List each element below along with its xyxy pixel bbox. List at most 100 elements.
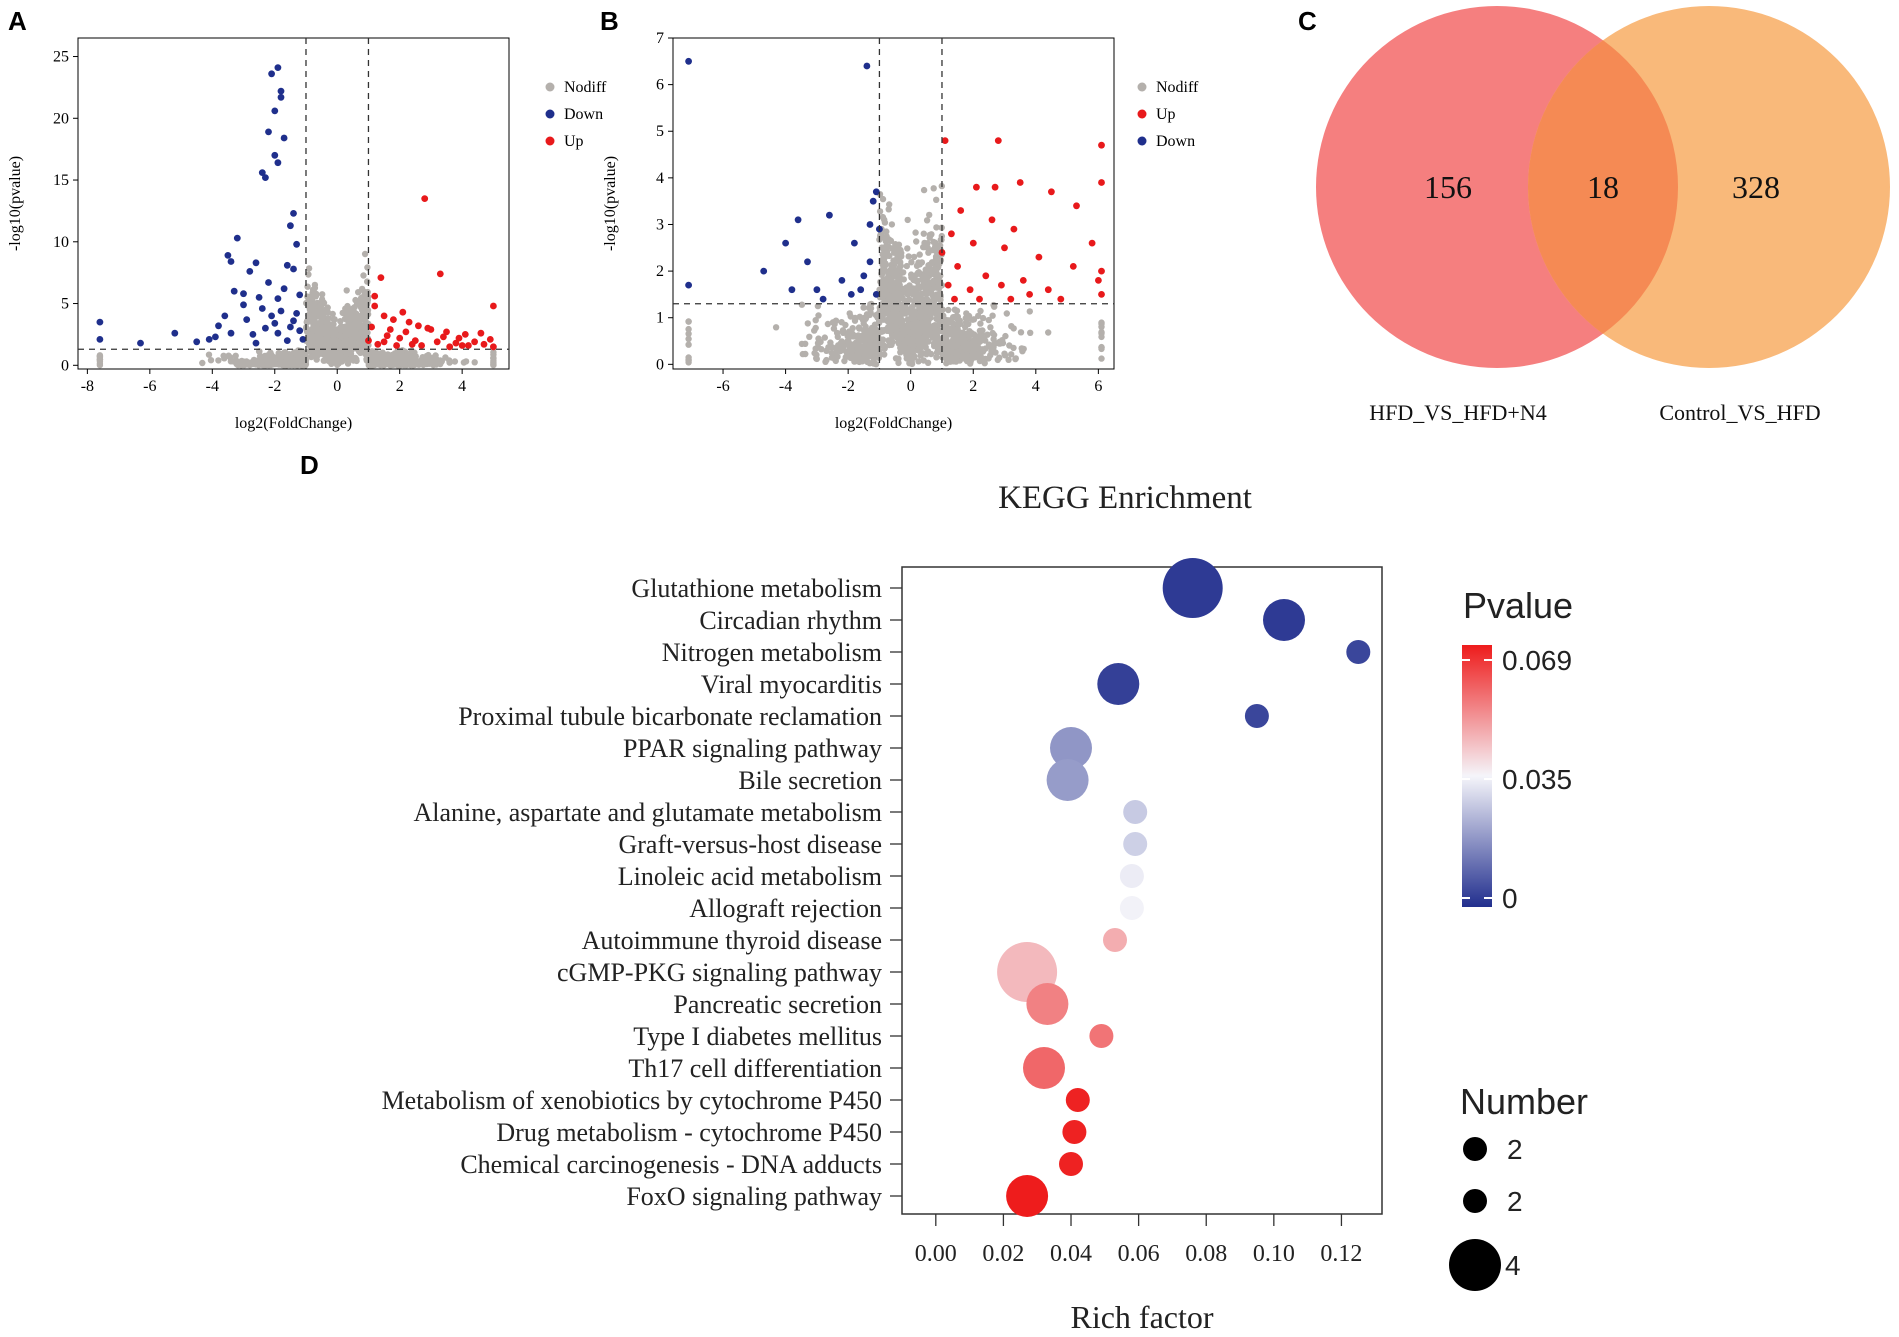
volcano-point-up bbox=[490, 302, 497, 310]
volcano-point-down bbox=[262, 324, 269, 332]
volcano-a-y-tick-label: 15 bbox=[53, 172, 69, 189]
volcano-point-nodiff bbox=[400, 355, 407, 362]
volcano-point-up bbox=[390, 316, 397, 323]
volcano-point-nodiff bbox=[901, 326, 909, 334]
volcano-point-down bbox=[243, 316, 251, 323]
volcano-point-nodiff bbox=[242, 360, 249, 367]
volcano-point-down bbox=[804, 258, 811, 266]
kegg-bubble bbox=[1263, 599, 1305, 641]
volcano-point-nodiff bbox=[814, 302, 822, 310]
volcano-point-nodiff bbox=[855, 324, 863, 331]
volcano-point-down bbox=[296, 327, 304, 335]
kegg-bubble bbox=[1103, 928, 1127, 952]
volcano-point-up bbox=[371, 302, 379, 310]
panel-label-b: B bbox=[600, 6, 619, 36]
volcano-point-nodiff bbox=[969, 316, 976, 323]
volcano-point-nodiff bbox=[320, 357, 327, 364]
volcano-point-nodiff bbox=[685, 335, 692, 343]
volcano-point-down bbox=[274, 295, 282, 302]
volcano-point-nodiff bbox=[876, 208, 884, 215]
volcano-point-nodiff bbox=[930, 185, 937, 192]
kegg-x-tick-label: 0.06 bbox=[1118, 1241, 1160, 1267]
volcano-point-down bbox=[857, 286, 865, 294]
kegg-bubbles bbox=[997, 558, 1371, 1217]
volcano-point-nodiff bbox=[315, 320, 322, 327]
volcano-point-nodiff bbox=[399, 360, 406, 367]
volcano-point-nodiff bbox=[950, 314, 957, 321]
volcano-point-nodiff bbox=[838, 344, 845, 351]
volcano-point-nodiff bbox=[838, 319, 845, 326]
volcano-point-down bbox=[860, 272, 868, 280]
kegg-bubble bbox=[1244, 704, 1269, 728]
volcano-a-y-axis-label: -log10(pvalue) bbox=[7, 156, 24, 251]
kegg-bubble bbox=[1097, 663, 1140, 705]
volcano-point-nodiff bbox=[866, 311, 873, 318]
volcano-point-up bbox=[1010, 225, 1018, 233]
volcano-point-up bbox=[421, 195, 429, 203]
volcano-point-nodiff bbox=[299, 362, 306, 369]
volcano-point-down bbox=[271, 319, 279, 327]
volcano-point-nodiff bbox=[881, 219, 889, 226]
kegg-category-label: Bile secretion bbox=[738, 766, 882, 795]
volcano-b-y-tick-label: 7 bbox=[656, 30, 664, 47]
kegg-category-label: Glutathione metabolism bbox=[631, 574, 882, 603]
volcano-point-nodiff bbox=[904, 291, 911, 298]
volcano-point-down bbox=[230, 287, 238, 295]
volcano-point-up bbox=[440, 333, 447, 341]
volcano-point-nodiff bbox=[348, 324, 355, 331]
volcano-point-down bbox=[287, 222, 294, 230]
kegg-bubble bbox=[1162, 558, 1223, 618]
pvalue-tick-high: 0.069 bbox=[1502, 645, 1572, 676]
volcano-point-nodiff bbox=[342, 305, 349, 312]
volcano-point-nodiff bbox=[914, 337, 921, 345]
volcano-point-nodiff bbox=[804, 320, 811, 327]
volcano-point-down bbox=[249, 331, 257, 338]
kegg-x-tick-label: 0.08 bbox=[1185, 1241, 1227, 1267]
kegg-category-label: Viral myocarditis bbox=[701, 670, 882, 699]
volcano-point-nodiff bbox=[359, 293, 367, 301]
volcano-b-y-tick-label: 5 bbox=[656, 123, 664, 140]
volcano-point-nodiff bbox=[342, 332, 349, 339]
volcano-point-nodiff bbox=[934, 339, 942, 346]
volcano-point-nodiff bbox=[308, 353, 315, 361]
volcano-point-down bbox=[863, 62, 871, 70]
volcano-point-up bbox=[976, 295, 983, 303]
volcano-point-nodiff bbox=[990, 301, 997, 309]
volcano-a-x-tick-label: -4 bbox=[206, 378, 219, 395]
volcano-point-nodiff bbox=[333, 349, 340, 357]
volcano-point-nodiff bbox=[926, 234, 933, 241]
volcano-a-up-points bbox=[365, 195, 497, 351]
volcano-point-nodiff bbox=[929, 267, 936, 274]
number-size-legend: Number 2 2 4 bbox=[1449, 1081, 1588, 1291]
volcano-point-down bbox=[252, 339, 260, 347]
kegg-category-label: Th17 cell differentiation bbox=[628, 1054, 882, 1083]
volcano-point-nodiff bbox=[334, 356, 341, 363]
volcano-point-down bbox=[838, 277, 846, 284]
volcano-b-x-tick-label: -2 bbox=[841, 378, 854, 395]
volcano-point-nodiff bbox=[802, 340, 809, 347]
volcano-point-nodiff bbox=[199, 359, 206, 367]
volcano-point-up bbox=[1016, 179, 1024, 186]
volcano-b-y-tick-label: 6 bbox=[656, 77, 664, 94]
pvalue-colorbar-legend: Pvalue 0.069 0.035 0 bbox=[1462, 585, 1573, 914]
volcano-point-up bbox=[461, 331, 469, 338]
volcano-point-nodiff bbox=[919, 300, 926, 307]
kegg-bubble bbox=[1062, 1120, 1087, 1144]
volcano-point-down bbox=[96, 318, 104, 326]
kegg-category-labels: Glutathione metabolism Circadian rhythm Ni… bbox=[382, 574, 902, 1211]
volcano-a-nodiff-points bbox=[96, 250, 497, 369]
volcano-point-up bbox=[455, 334, 463, 342]
volcano-point-nodiff bbox=[880, 342, 887, 349]
volcano-point-nodiff bbox=[971, 354, 979, 361]
volcano-point-nodiff bbox=[331, 338, 339, 345]
volcano-point-down bbox=[293, 240, 300, 248]
volcano-point-up bbox=[1069, 263, 1077, 270]
volcano-point-nodiff bbox=[928, 259, 936, 266]
volcano-point-nodiff bbox=[886, 201, 893, 208]
volcano-point-down bbox=[255, 294, 263, 301]
kegg-category-label: Circadian rhythm bbox=[699, 606, 882, 635]
volcano-point-nodiff bbox=[259, 361, 267, 369]
volcano-point-nodiff bbox=[817, 338, 824, 346]
volcano-point-up bbox=[418, 342, 425, 349]
volcano-a-x-tick-label: 2 bbox=[396, 378, 404, 395]
